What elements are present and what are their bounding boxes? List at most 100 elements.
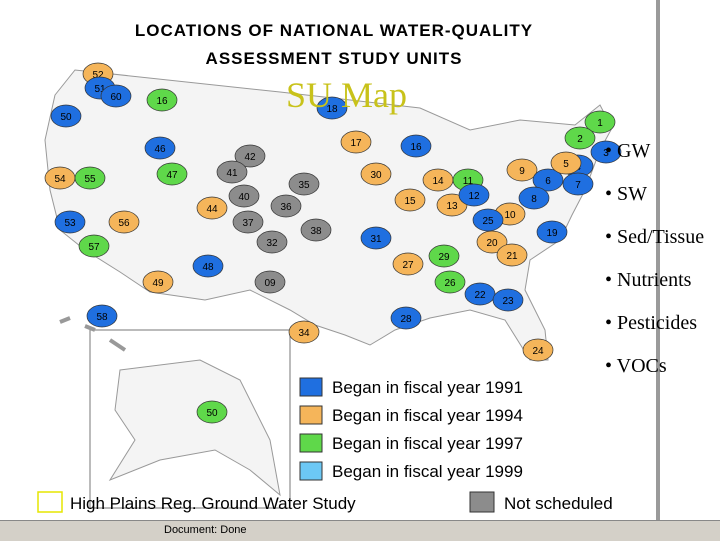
study-unit-area [390,306,422,330]
study-unit-label: 42 [244,152,256,163]
study-unit-area [288,172,320,196]
study-unit-area [584,110,616,134]
study-unit-label: 26 [444,278,456,289]
study-unit-area [50,104,82,128]
study-unit-area [300,218,332,242]
study-unit-label: 58 [96,312,108,323]
study-unit-label: 15 [404,196,416,207]
study-unit-label: 29 [438,252,450,263]
study-unit-area [256,230,288,254]
legend-label: Began in fiscal year 1997 [332,434,523,453]
study-unit-label: 54 [54,174,66,185]
study-unit-label: 22 [474,290,486,301]
study-unit-area [476,230,508,254]
study-unit-label: 37 [242,218,254,229]
study-unit-area [74,166,106,190]
legend: Began in fiscal year 1991 Began in fiscal… [37,377,613,513]
study-unit-label: 12 [468,191,480,202]
study-unit-label: 20 [486,238,498,249]
study-unit-area [392,252,424,276]
study-unit-label: 38 [310,226,322,237]
study-unit-label: 18 [326,104,338,115]
study-unit-label: 17 [350,138,362,149]
study-unit-label: 6 [545,176,551,187]
study-unit-area [288,320,320,344]
study-unit-label: 3 [603,148,609,159]
study-unit-area [458,183,490,207]
study-unit-label: 16 [156,96,168,107]
frame-edge [656,0,660,520]
study-unit-label: 24 [532,346,544,357]
study-unit-area [590,140,622,164]
study-unit-label: 49 [152,278,164,289]
study-unit-label: 46 [154,144,166,155]
study-unit-area [472,208,504,232]
study-unit-area [400,134,432,158]
study-unit-label: 35 [298,180,310,191]
study-unit-area [496,243,528,267]
study-unit-area [228,184,260,208]
study-unit-label: 28 [400,314,412,325]
study-unit-area [100,84,132,108]
study-unit-area [232,210,264,234]
study-unit-label: 23 [502,296,514,307]
study-unit-label: 30 [370,170,382,181]
study-unit-area [562,172,594,196]
study-unit-area [522,338,554,362]
study-unit-area [156,162,188,186]
legend-label: High Plains Reg. Ground Water Study [70,494,356,513]
study-unit-area [196,196,228,220]
study-unit-label: 25 [482,216,494,227]
study-unit-label: 52 [92,70,104,81]
study-unit-label: 7 [575,180,581,191]
study-unit-area [254,270,286,294]
legend-label: Began in fiscal year 1991 [332,378,523,397]
study-unit-label: 51 [94,84,106,95]
slide-title: SU Map [286,75,408,115]
legend-label: Not scheduled [504,494,613,513]
study-unit-label: 57 [88,242,100,253]
study-unit-area [216,160,248,184]
study-unit-label: 13 [446,201,458,212]
bullet-item: • GW [605,140,651,162]
study-unit-label: 16 [410,142,422,153]
study-unit-area [428,244,460,268]
study-unit-area [108,210,140,234]
study-unit-label: 27 [402,260,414,271]
study-unit-area [316,96,348,120]
legend-swatch [37,491,63,513]
study-unit-label: 50 [60,112,72,123]
study-unit-area [506,158,538,182]
study-unit-label: 40 [238,192,250,203]
map: LOCATIONS OF NATIONAL WATER-QUALITY ASSE… [37,0,660,520]
study-unit-label: 10 [504,210,516,221]
map-title-line: LOCATIONS OF NATIONAL WATER-QUALITY [135,21,533,40]
study-unit-label: 8 [531,194,537,205]
study-unit-label: 34 [298,328,310,339]
study-unit-label: 09 [264,278,276,289]
study-unit-area [146,88,178,112]
hawaii-islands [59,316,127,352]
study-unit-label: 21 [506,251,518,262]
legend-label: Began in fiscal year 1994 [332,406,523,425]
study-unit-label: 60 [110,92,122,103]
study-unit-area [196,400,228,424]
map-title-line: ASSESSMENT STUDY UNITS [206,49,463,68]
study-unit-label: 32 [266,238,278,249]
study-unit-label: 56 [118,218,130,229]
legend-swatch [299,377,323,397]
legend-swatch [299,405,323,425]
study-unit-area [564,126,596,150]
bullet-item: • SW [605,183,648,205]
study-unit-area [234,144,266,168]
study-unit-label: 48 [202,262,214,273]
study-unit-area [270,194,302,218]
study-unit-label: 55 [84,174,96,185]
study-unit-area [394,188,426,212]
study-unit-area [492,288,524,312]
bullet-item: • Nutrients [605,269,692,291]
study-unit-area [340,130,372,154]
legend-label: Began in fiscal year 1999 [332,462,523,481]
study-unit-label: 36 [280,202,292,213]
study-unit-label: 47 [166,170,178,181]
